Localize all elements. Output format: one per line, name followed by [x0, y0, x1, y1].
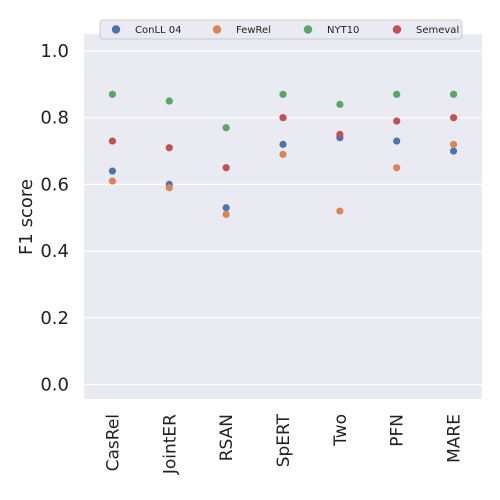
- series-semeval: [108, 114, 458, 172]
- data-point: [449, 140, 458, 148]
- data-point: [393, 90, 401, 98]
- data-point: [165, 184, 173, 192]
- y-axis-ticks: 0.0 0.2 0.4 0.6 0.8 1.0: [40, 41, 69, 396]
- y-tick-label: 0.8: [40, 108, 69, 129]
- x-tick-label: MARE: [445, 414, 465, 463]
- x-tick-label: Two: [331, 414, 351, 447]
- y-tick-label: 1.0: [40, 41, 69, 62]
- legend-label: NYT10: [327, 25, 359, 36]
- data-point: [165, 97, 173, 105]
- data-point: [393, 164, 401, 172]
- data-point: [222, 204, 230, 212]
- data-point: [108, 137, 117, 145]
- data-point: [222, 164, 230, 172]
- data-point: [279, 150, 287, 158]
- data-point: [336, 130, 344, 138]
- data-point: [108, 177, 117, 185]
- legend-marker: [392, 25, 402, 34]
- legend-box: [99, 19, 463, 40]
- series-fewrel: [108, 140, 458, 219]
- data-point: [165, 144, 173, 152]
- data-point: [279, 114, 287, 122]
- data-points: [108, 90, 458, 219]
- data-point: [449, 90, 458, 98]
- data-point: [449, 114, 458, 122]
- legend-label: ConLL 04: [135, 25, 181, 36]
- y-axis-label: F1 score: [16, 179, 37, 255]
- x-tick-label: SpERT: [274, 413, 294, 467]
- legend: ConLL 04 FewRel NYT10 Semeval: [99, 19, 463, 40]
- plot-background: [84, 34, 482, 399]
- data-point: [336, 100, 344, 108]
- data-point: [336, 207, 344, 215]
- data-point: [222, 210, 230, 219]
- y-tick-label: 0.0: [40, 375, 69, 396]
- data-point: [393, 117, 401, 125]
- legend-marker: [303, 25, 313, 34]
- y-tick-label: 0.6: [40, 174, 69, 195]
- data-point: [222, 124, 230, 132]
- y-tick-label: 0.4: [40, 241, 69, 262]
- legend-label: Semeval: [416, 25, 459, 36]
- data-point: [108, 90, 117, 98]
- data-point: [393, 137, 401, 145]
- x-tick-label: JointER: [160, 414, 180, 475]
- y-tick-label: 0.2: [40, 308, 69, 329]
- data-point: [279, 90, 287, 98]
- x-tick-label: PFN: [388, 414, 408, 447]
- legend-marker: [212, 25, 222, 34]
- data-point: [279, 140, 287, 148]
- legend-marker: [111, 25, 121, 34]
- legend-label: FewRel: [236, 25, 271, 36]
- series-nyt10: [108, 90, 458, 132]
- x-axis-ticks: CasRel JointER RSAN SpERT Two PFN MARE: [103, 413, 464, 475]
- x-tick-label: RSAN: [217, 414, 237, 461]
- data-point: [449, 147, 458, 155]
- data-point: [108, 167, 117, 175]
- x-tick-label: CasRel: [103, 414, 123, 471]
